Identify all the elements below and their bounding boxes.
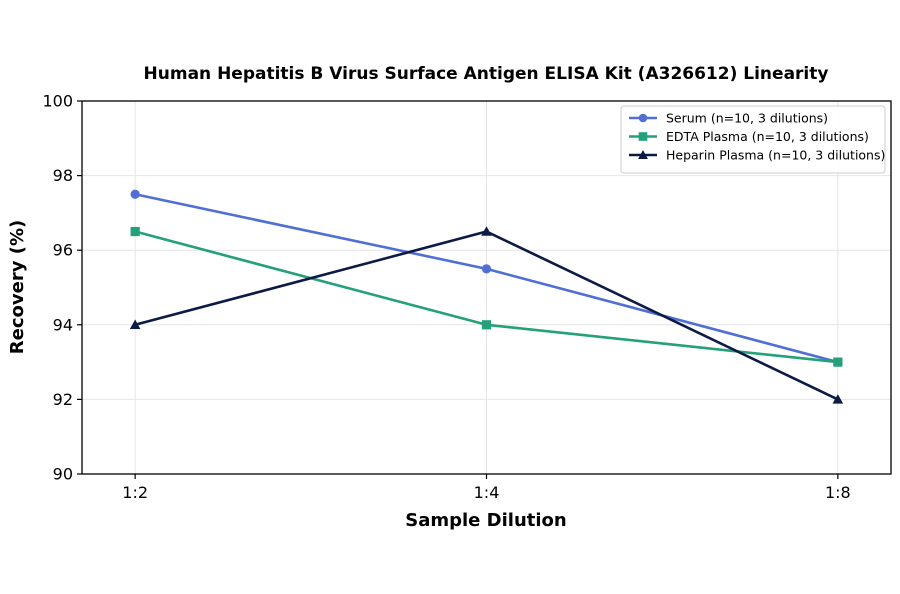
legend: Serum (n=10, 3 dilutions) EDTA Plasma (n=… (620, 105, 886, 174)
y-axis-label: Recovery (%) (7, 220, 28, 354)
data-point (481, 264, 492, 274)
data-point (832, 394, 844, 404)
data-point (833, 357, 843, 367)
x-tick-label: 1:4 (474, 483, 500, 502)
y-tick-label: 90 (53, 465, 73, 484)
chart-title: Human Hepatitis B Virus Surface Antigen … (144, 64, 829, 84)
legend-label: Heparin Plasma (n=10, 3 dilutions) (666, 148, 885, 163)
axis-ticks: 90 92 94 96 98 100 1:2 1:4 1:8 (42, 92, 850, 503)
legend-label: EDTA Plasma (n=10, 3 dilutions) (666, 129, 869, 144)
series-2 (130, 226, 843, 367)
y-tick-label: 96 (53, 241, 73, 260)
y-tick-label: 92 (53, 390, 73, 409)
data-point (130, 189, 140, 199)
legend-item: Serum (n=10, 3 dilutions) (629, 111, 828, 126)
data-point (481, 226, 492, 236)
y-tick-label: 100 (42, 92, 73, 111)
legend-box (620, 105, 886, 174)
data-point (481, 320, 492, 330)
x-axis-label: Sample Dilution (405, 510, 566, 531)
x-tick-label: 1:2 (122, 483, 148, 502)
y-tick-label: 98 (53, 166, 73, 185)
legend-label: Serum (n=10, 3 dilutions) (666, 111, 828, 126)
legend-item: EDTA Plasma (n=10, 3 dilutions) (629, 129, 869, 144)
data-point (130, 226, 140, 237)
data-point (638, 113, 648, 123)
y-tick-label: 94 (53, 315, 73, 334)
data-point (129, 319, 141, 330)
series-3 (129, 226, 844, 404)
data-point (638, 150, 648, 159)
legend-item: Heparin Plasma (n=10, 3 dilutions) (629, 148, 885, 163)
x-tick-label: 1:8 (825, 483, 851, 502)
data-point (638, 132, 648, 141)
series-layer (129, 189, 844, 404)
